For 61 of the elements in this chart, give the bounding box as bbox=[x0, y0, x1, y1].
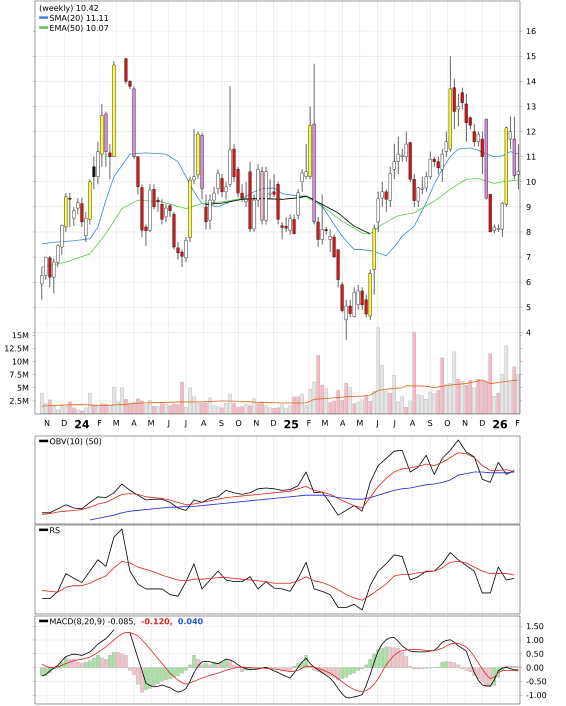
legend-label: EMA(50) 10.07 bbox=[50, 24, 108, 32]
x-tick-label: S bbox=[428, 420, 432, 426]
y-tick-label: 16 bbox=[526, 28, 536, 34]
x-tick-label: 26 bbox=[493, 420, 508, 428]
x-tick-label: J bbox=[393, 420, 396, 428]
x-tick-label: A bbox=[201, 420, 206, 426]
x-tick-label: D bbox=[480, 420, 485, 426]
y-tick-label: 15 bbox=[526, 53, 536, 60]
x-tick-label: F bbox=[307, 420, 311, 426]
y-tick-label: 5M bbox=[18, 384, 28, 391]
legend-label: OBV(10) (50) bbox=[50, 438, 102, 446]
x-tick-label: A bbox=[410, 420, 416, 426]
chart-title: (weekly) 10.42 bbox=[40, 4, 98, 12]
x-tick-label: J bbox=[167, 420, 170, 428]
y-tick-label: 12 bbox=[526, 128, 536, 135]
y-tick-label: -0.50 bbox=[526, 678, 546, 684]
y-tick-label: 6 bbox=[526, 279, 531, 286]
x-tick-label: O bbox=[444, 420, 450, 426]
x-tick-label: F bbox=[516, 420, 520, 426]
y-tick-label: 11 bbox=[526, 154, 536, 160]
y-tick-label: 5 bbox=[526, 304, 530, 310]
x-tick-label: N bbox=[254, 420, 259, 426]
x-tick-label: F bbox=[98, 420, 102, 426]
x-tick-label: M bbox=[114, 420, 119, 426]
y-tick-label: 1.00 bbox=[526, 636, 544, 644]
y-tick-label: 7.5M bbox=[10, 372, 28, 378]
y-tick-label: 12.5M bbox=[5, 345, 28, 352]
x-tick-label: S bbox=[219, 420, 224, 426]
x-tick-label: D bbox=[271, 420, 276, 426]
annotation: 0.040 bbox=[178, 618, 203, 624]
y-tick-label: 4 bbox=[526, 329, 531, 336]
x-tick-label: M bbox=[357, 420, 363, 426]
x-tick-label: A bbox=[340, 420, 346, 426]
y-tick-label: 7 bbox=[526, 254, 530, 260]
y-tick-label: 0.00 bbox=[526, 664, 544, 671]
y-tick-label: 10 bbox=[526, 178, 536, 185]
y-tick-label: 8 bbox=[526, 228, 531, 235]
legend-label: RS bbox=[50, 527, 60, 534]
x-tick-label: N bbox=[462, 420, 468, 426]
legend-label: SMA(20) 11.11 bbox=[50, 14, 108, 22]
y-tick-label: -1.00 bbox=[526, 692, 546, 698]
x-tick-label: M bbox=[322, 420, 328, 426]
y-tick-label: 15M bbox=[12, 332, 28, 338]
x-tick-label: O bbox=[236, 420, 242, 426]
legend-label: MACD(8,20,9) -0.085, bbox=[50, 618, 136, 626]
y-tick-label: 0.50 bbox=[526, 650, 544, 657]
x-tick-label: 25 bbox=[284, 420, 298, 428]
y-tick-label: 13 bbox=[526, 103, 536, 110]
y-tick-label: 2.5M bbox=[10, 398, 28, 404]
y-tick-label: 10M bbox=[12, 358, 28, 365]
y-tick-label: 9 bbox=[526, 204, 531, 210]
x-tick-label: D bbox=[62, 420, 67, 426]
series-label: -0.120, bbox=[142, 618, 172, 626]
x-tick-label: J bbox=[184, 420, 186, 428]
x-tick-label: A bbox=[131, 420, 137, 426]
y-tick-label: 1.50 bbox=[526, 623, 544, 630]
x-tick-label: M bbox=[148, 420, 154, 426]
x-tick-label: J bbox=[376, 420, 378, 428]
x-tick-label: 24 bbox=[75, 420, 90, 428]
y-tick-label: 14 bbox=[526, 78, 536, 84]
x-tick-label: N bbox=[44, 420, 50, 426]
